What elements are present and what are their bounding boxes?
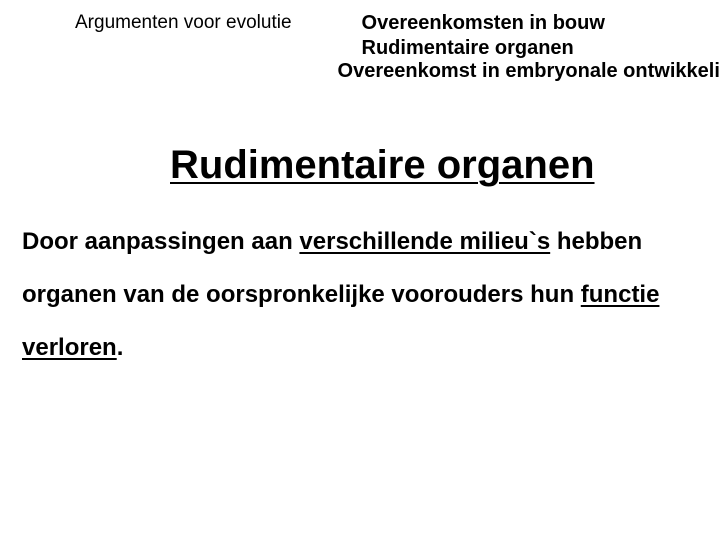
- header-row: Argumenten voor evolutie Overeenkomsten …: [0, 0, 720, 83]
- header-right-block: Overeenkomsten in bouw Rudimentaire orga…: [362, 12, 720, 83]
- main-heading: Rudimentaire organen: [170, 143, 720, 188]
- header-right-line3: Overeenkomst in embryonale ontwikkeling.: [338, 60, 720, 83]
- body-pre1: Door aanpassingen aan: [22, 228, 299, 255]
- header-right-line2: Rudimentaire organen: [362, 37, 720, 60]
- header-left-title: Argumenten voor evolutie: [75, 12, 292, 83]
- header-right-line1: Overeenkomsten in bouw: [362, 12, 720, 35]
- body-underline-1: verschillende milieu`s: [299, 228, 550, 255]
- body-paragraph: Door aanpassingen aan verschillende mili…: [22, 216, 710, 374]
- body-end: .: [117, 334, 124, 361]
